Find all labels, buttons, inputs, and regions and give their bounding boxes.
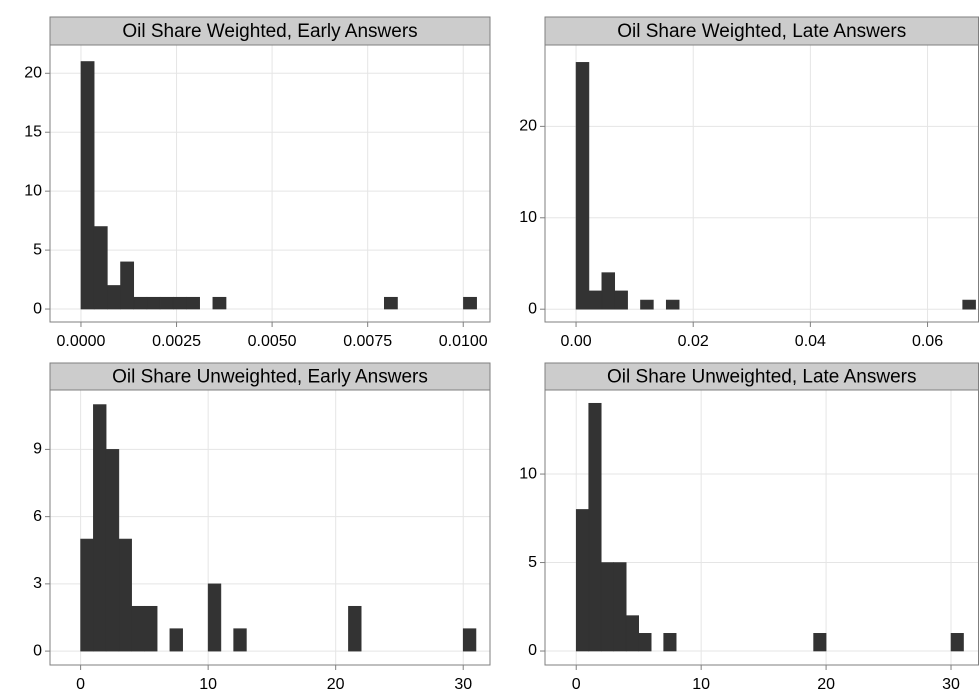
- histogram-bar: [107, 285, 121, 310]
- y-tick-label: 6: [33, 508, 42, 525]
- histogram-bar: [118, 538, 132, 652]
- histogram-bar: [131, 605, 145, 652]
- histogram-bar: [575, 62, 590, 310]
- histogram-bar: [588, 402, 602, 652]
- histogram-bar: [600, 562, 615, 652]
- histogram-bar: [120, 261, 135, 310]
- x-tick-label: 10: [692, 676, 710, 693]
- x-tick-label: 0: [572, 676, 581, 693]
- histogram-bar: [80, 61, 95, 310]
- x-tick-label: 30: [454, 676, 472, 693]
- x-tick-label: 0: [76, 676, 85, 693]
- histogram-bar: [186, 296, 200, 310]
- y-tick-label: 3: [33, 575, 42, 592]
- strip-background: [49, 16, 491, 46]
- y-tick-label: 0: [528, 300, 537, 317]
- histogram-bar: [813, 633, 827, 652]
- histogram-bar: [233, 628, 247, 652]
- histogram-bar: [93, 226, 108, 310]
- histogram-bar: [133, 296, 148, 310]
- strip-title: Oil Share Weighted, Late Answers: [617, 21, 906, 42]
- strip-title: Oil Share Unweighted, Early Answers: [112, 367, 428, 388]
- y-tick-label: 0: [33, 642, 42, 659]
- y-tick-label: 5: [33, 241, 42, 258]
- histogram-bar: [663, 633, 677, 652]
- histogram-bar: [80, 538, 94, 652]
- y-tick-label: 0: [528, 642, 537, 659]
- histogram-bar: [348, 605, 362, 652]
- x-tick-label: 0.04: [795, 333, 826, 350]
- histogram-bar: [588, 290, 603, 310]
- histogram-bar: [640, 299, 654, 310]
- y-tick-label: 9: [33, 441, 42, 458]
- histogram-bar: [462, 628, 477, 652]
- histogram-bar: [212, 296, 227, 310]
- x-tick-label: 0.02: [678, 333, 709, 350]
- strip-title: Oil Share Unweighted, Late Answers: [607, 367, 916, 388]
- x-tick-label: 0.0000: [56, 333, 105, 350]
- strip-title: Oil Share Weighted, Early Answers: [122, 21, 417, 42]
- y-tick-label: 10: [519, 209, 537, 226]
- x-tick-label: 20: [817, 676, 835, 693]
- strip-background: [49, 362, 491, 391]
- histogram-bar: [601, 272, 616, 310]
- histogram-bar: [638, 633, 652, 652]
- histogram-bar: [159, 296, 174, 310]
- y-tick-label: 5: [528, 554, 537, 571]
- histogram-bar: [93, 404, 107, 652]
- x-tick-label: 10: [199, 676, 217, 693]
- histogram-bar: [665, 299, 680, 310]
- histogram-bar: [384, 296, 398, 310]
- histogram-bar: [207, 583, 222, 652]
- x-tick-label: 0.0025: [152, 333, 201, 350]
- panel-background: [50, 45, 490, 322]
- histogram-bar: [950, 633, 964, 652]
- y-tick-label: 0: [33, 300, 42, 317]
- histogram-bar: [613, 562, 627, 652]
- y-tick-label: 10: [24, 182, 42, 199]
- histogram-bar: [146, 296, 161, 310]
- x-tick-label: 30: [942, 676, 960, 693]
- y-tick-label: 15: [24, 123, 42, 140]
- histogram-bar: [625, 615, 639, 652]
- y-tick-label: 20: [24, 65, 42, 82]
- x-tick-label: 0.06: [912, 333, 943, 350]
- histogram-bar: [172, 296, 187, 310]
- histogram-bar: [575, 509, 590, 652]
- histogram-bar: [614, 290, 628, 310]
- histogram-bar: [105, 449, 120, 652]
- histogram-bar: [169, 628, 183, 652]
- y-tick-label: 10: [519, 465, 537, 482]
- y-tick-label: 20: [519, 118, 537, 135]
- panel-background: [545, 45, 979, 322]
- x-tick-label: 0.0050: [248, 333, 297, 350]
- x-tick-label: 20: [327, 676, 345, 693]
- histogram-bar: [463, 296, 477, 310]
- histogram-bar: [962, 299, 976, 310]
- histogram-bar: [144, 605, 158, 652]
- x-tick-label: 0.0100: [439, 333, 488, 350]
- x-tick-label: 0.00: [560, 333, 591, 350]
- x-tick-label: 0.0075: [343, 333, 392, 350]
